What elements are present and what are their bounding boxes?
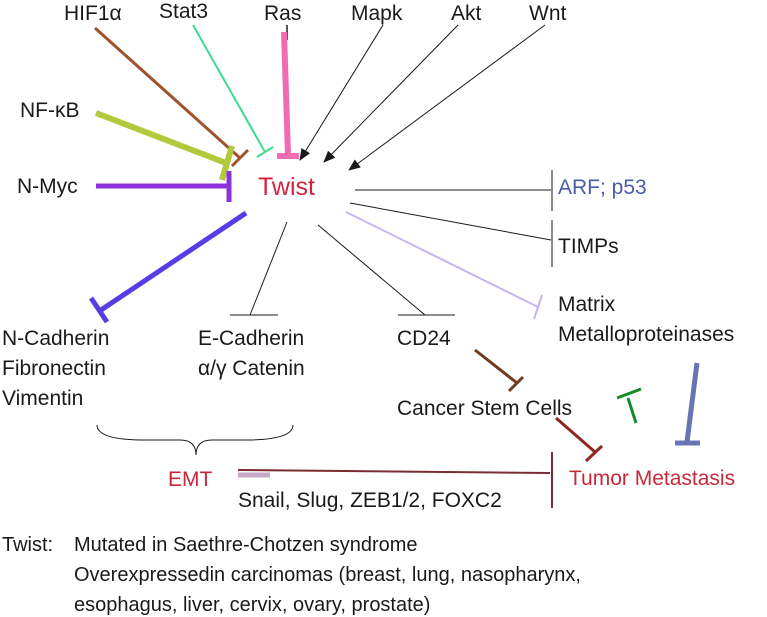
- ecad-edge: [249, 221, 288, 316]
- metalloproteinases-label: Metalloproteinases: [558, 323, 735, 346]
- e-cadherin-label: E-Cadherin: [198, 327, 305, 350]
- emt-label: EMT: [168, 468, 213, 491]
- green-t-bar: [616, 387, 642, 400]
- ras-edge: [281, 31, 291, 156]
- catenin-label: α/γ Catenin: [198, 357, 305, 380]
- stat3-edge-bar: [256, 146, 274, 158]
- wnt-edge: [348, 24, 546, 171]
- cd24-stem-edge-bar: [507, 375, 525, 393]
- nfkb-label: NF-κB: [20, 99, 80, 122]
- tumor-metastasis-label: Tumor Metastasis: [569, 467, 736, 490]
- matrix-edge: [345, 211, 539, 308]
- blue-t-stem: [684, 362, 700, 443]
- stem-metastasis-edge-bar: [584, 444, 604, 463]
- stat3-edge: [192, 24, 266, 153]
- mapk-edge: [299, 24, 384, 161]
- ras-label: Ras: [264, 2, 302, 25]
- footnote-line-2: Overexpressedin carcinomas (breast, lung…: [74, 564, 581, 586]
- matrix-label: Matrix: [558, 293, 616, 316]
- arf-p53-label: ARF; p53: [558, 176, 647, 199]
- hif1a-label: HIF1α: [64, 2, 122, 25]
- twist-label: Twist: [258, 173, 315, 201]
- cd24-edge: [317, 224, 426, 316]
- ncad-edge-bar: [88, 296, 110, 324]
- stat3-label: Stat3: [159, 0, 209, 23]
- mapk-label: Mapk: [351, 2, 403, 25]
- timps-label: TIMPs: [558, 235, 619, 258]
- akt-edge: [323, 24, 459, 163]
- emt-brace: [96, 424, 294, 456]
- cd24-stem-edge: [474, 348, 518, 385]
- hif1a-edge-bar: [230, 148, 250, 168]
- timps-edge: [349, 202, 552, 241]
- nfkb-edge: [94, 110, 228, 166]
- cancer-stem-cells-label: Cancer Stem Cells: [397, 397, 573, 420]
- hif1a-edge: [93, 26, 242, 160]
- footnote-line-3: esophagus, liver, cervix, ovary, prostat…: [74, 594, 431, 616]
- akt-label: Akt: [451, 2, 482, 25]
- n-cadherin-label: N-Cadherin: [2, 327, 110, 350]
- nfkb-edge-bar: [219, 145, 235, 181]
- stem-metastasis-edge: [555, 416, 596, 454]
- green-t-stem: [626, 397, 638, 424]
- nmyc-label: N-Myc: [17, 175, 78, 198]
- footnote-line-1: Mutated in Saethre-Chotzen syndrome: [74, 534, 418, 556]
- matrix-edge-bar: [533, 294, 543, 320]
- emt-metastasis-edge: [237, 469, 551, 474]
- emt-genes-label: Snail, Slug, ZEB1/2, FOXC2: [238, 489, 502, 512]
- wnt-label: Wnt: [529, 2, 567, 25]
- vimentin-label: Vimentin: [2, 387, 84, 410]
- fibronectin-label: Fibronectin: [2, 357, 106, 380]
- footnote-twist-label: Twist:: [2, 534, 54, 556]
- ncad-edge: [99, 210, 248, 313]
- cd24-label: CD24: [397, 327, 451, 350]
